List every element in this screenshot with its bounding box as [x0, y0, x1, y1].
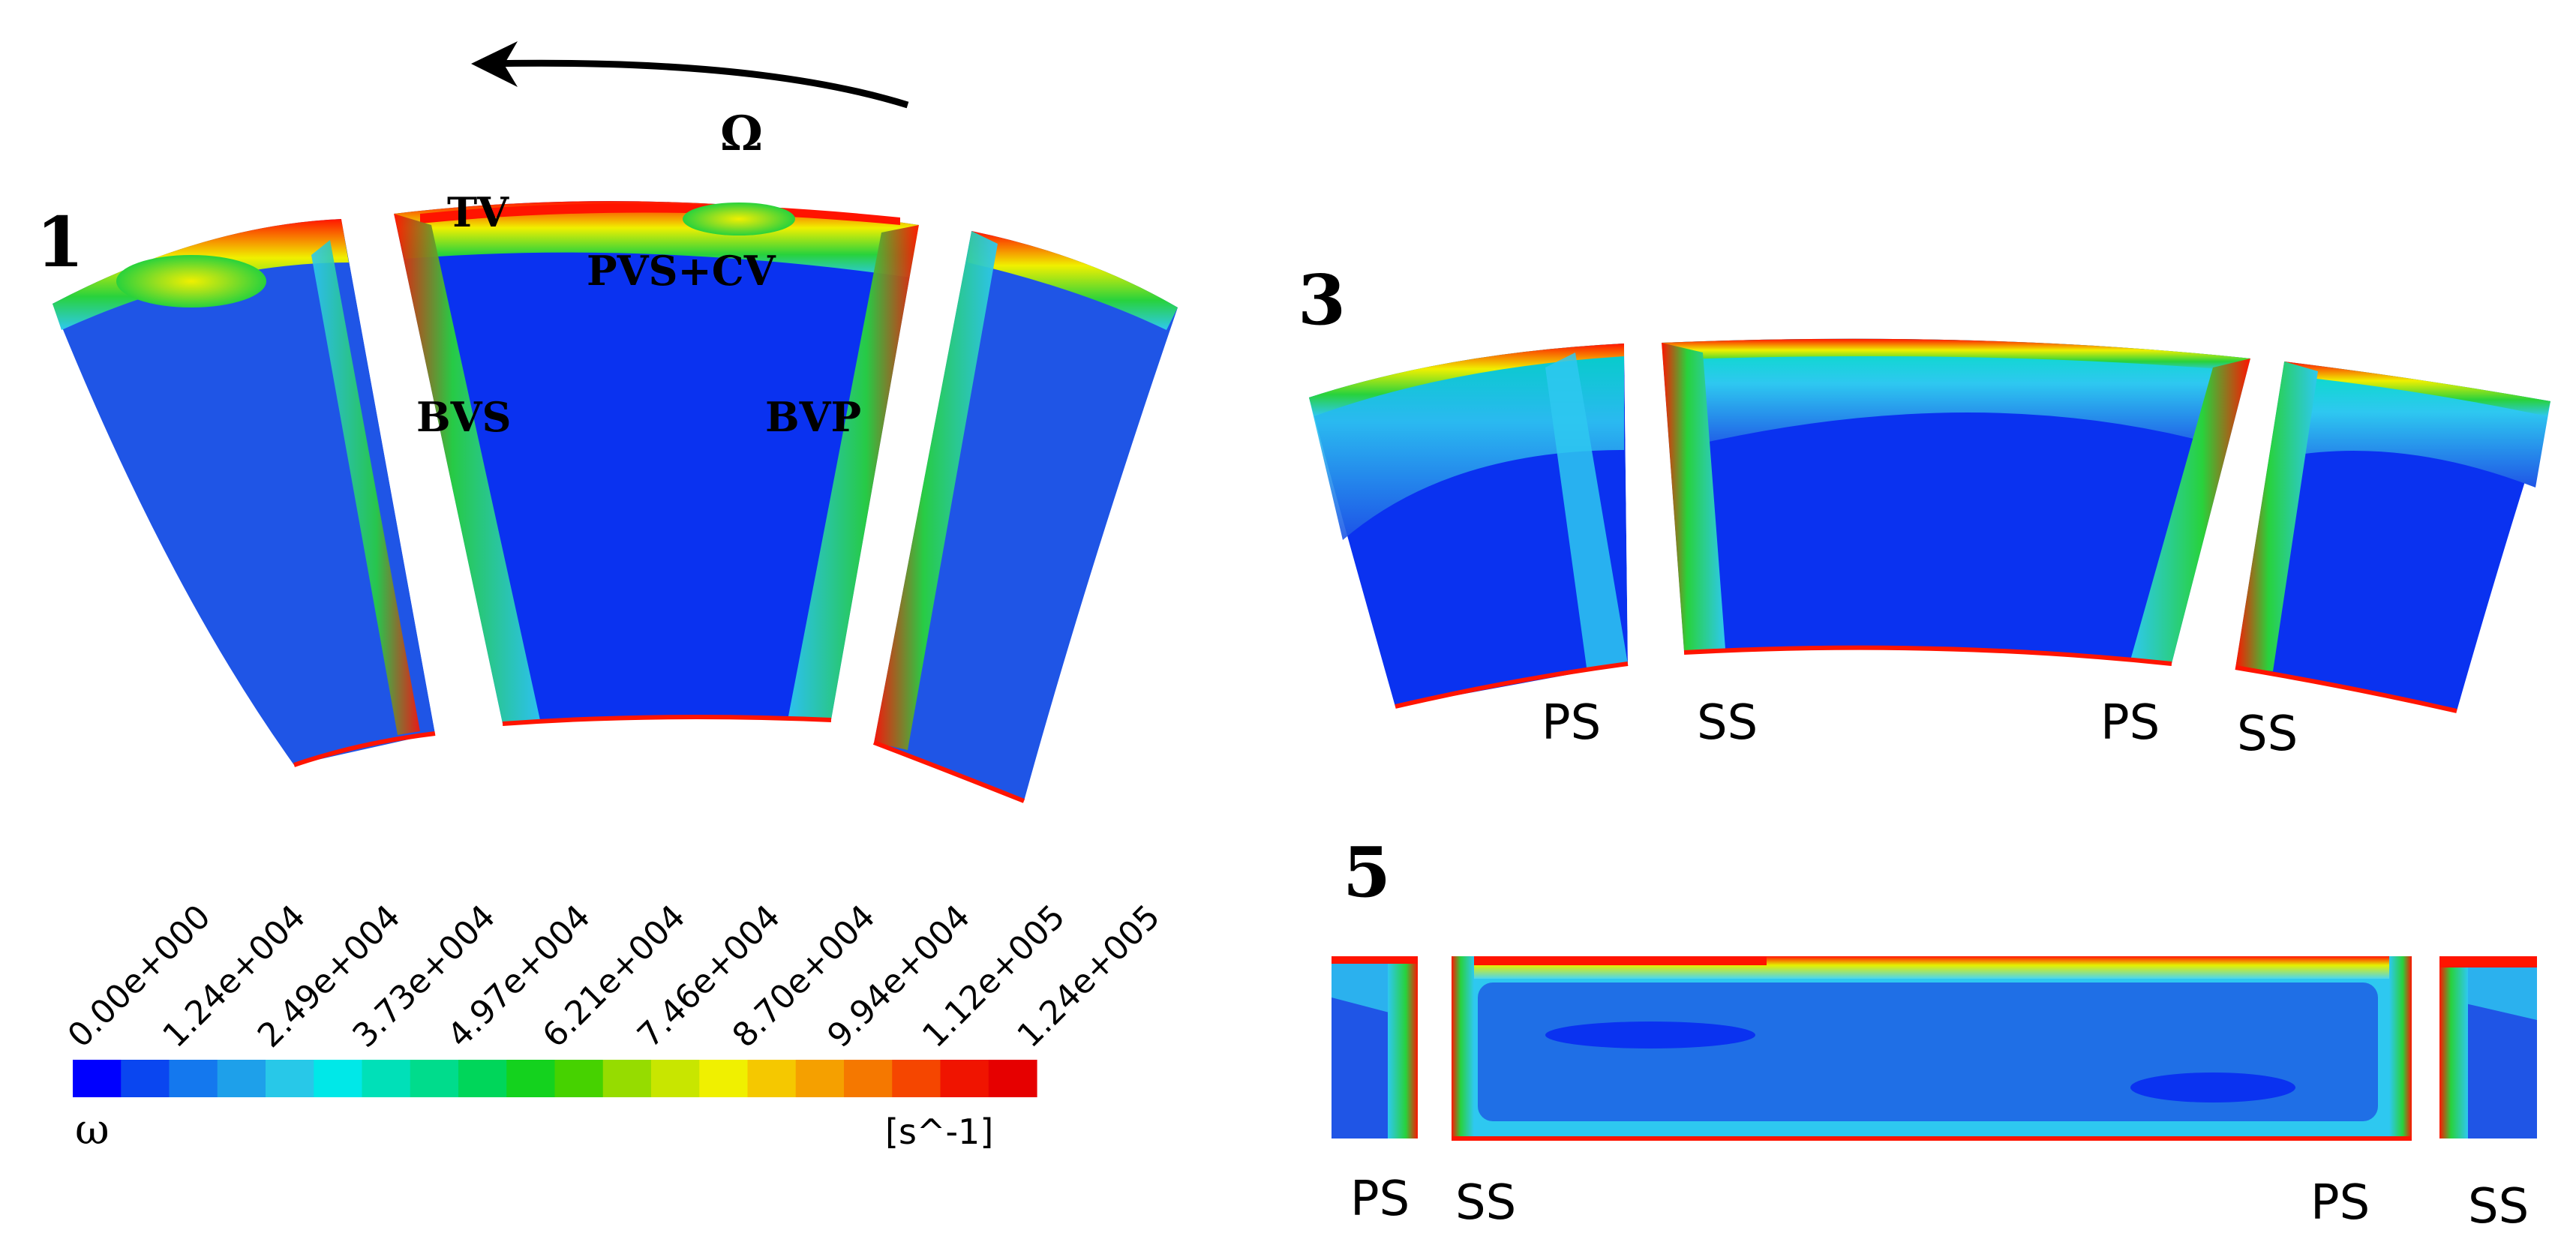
colorbar-cell — [73, 1060, 122, 1097]
colorbar-cell — [795, 1060, 845, 1097]
panel-3-right-passage — [2235, 362, 2550, 713]
colorbar-cells — [73, 1060, 1037, 1097]
panel-1-label-pvs-cv: PVS+CV — [587, 247, 776, 295]
panel-1-pressure-side-vortex — [683, 202, 795, 236]
panel-1-label-tv: TV — [447, 188, 509, 236]
colorbar-cell — [362, 1060, 411, 1097]
colorbar-cell — [699, 1060, 749, 1097]
colorbar-cell — [217, 1060, 266, 1097]
colorbar-cell — [651, 1060, 700, 1097]
colorbar-cell — [506, 1060, 556, 1097]
panel-1-right-passage — [872, 231, 1178, 803]
panel-5 — [1332, 956, 2537, 1141]
panel-3 — [1309, 338, 2550, 713]
colorbar-cell — [458, 1060, 507, 1097]
panel-1-middle-passage — [394, 201, 919, 726]
panel-5-label-ps-1: PS — [1350, 1172, 1410, 1227]
panel-1-left-passage — [53, 219, 436, 767]
colorbar-cell — [314, 1060, 363, 1097]
panel-3-blade-right — [2172, 358, 2284, 668]
colorbar-unit: [s^-1] — [885, 1112, 993, 1152]
panel-5-label-ps-2: PS — [2310, 1175, 2370, 1231]
panel-1-number: 1 — [36, 202, 84, 283]
colorbar-ticks: 0.00e+0001.24e+0042.49e+0043.73e+0044.97… — [61, 898, 1168, 1055]
colorbar-cell — [747, 1060, 797, 1097]
colorbar-cell — [892, 1060, 941, 1097]
panel-5-number: 5 — [1343, 832, 1391, 913]
colorbar-cell — [988, 1060, 1037, 1097]
rotation-arrow — [471, 41, 909, 109]
panel-1-label-bvs: BVS — [416, 393, 512, 441]
panel-3-label-ss-2: SS — [2237, 706, 2298, 762]
colorbar: 0.00e+0001.24e+0042.49e+0043.73e+0044.97… — [61, 898, 1168, 1154]
panel-5-label-ss-2: SS — [2468, 1179, 2529, 1234]
panel-1-left-tip-vortex — [116, 255, 266, 308]
colorbar-cell — [554, 1060, 604, 1097]
colorbar-quantity: ω — [75, 1106, 110, 1154]
panel-5-label-ss-1: SS — [1455, 1175, 1516, 1231]
panel-5-blade-left — [1418, 956, 1452, 1138]
panel-1-blade-left — [341, 214, 503, 734]
panel-1 — [53, 201, 1178, 803]
panel-3-blade-left — [1624, 343, 1684, 664]
colorbar-cell — [410, 1060, 459, 1097]
colorbar-cell — [940, 1060, 989, 1097]
panel-3-label-ps-1: PS — [1542, 695, 1601, 751]
colorbar-cell — [602, 1060, 652, 1097]
colorbar-cell — [266, 1060, 314, 1097]
panel-3-left-passage — [1309, 344, 1629, 709]
panel-1-blade-right — [831, 225, 971, 742]
panel-5-blade-right — [2412, 956, 2439, 1138]
panel-3-label-ps-2: PS — [2100, 695, 2160, 751]
panel-3-label-ss-1: SS — [1697, 695, 1758, 751]
colorbar-cell — [169, 1060, 218, 1097]
colorbar-cell — [121, 1060, 170, 1097]
colorbar-cell — [844, 1060, 893, 1097]
panel-3-number: 3 — [1298, 260, 1346, 340]
panel-1-label-bvp: BVP — [765, 393, 861, 441]
rotation-symbol: Ω — [720, 106, 763, 162]
panel-3-middle-passage — [1662, 338, 2250, 666]
